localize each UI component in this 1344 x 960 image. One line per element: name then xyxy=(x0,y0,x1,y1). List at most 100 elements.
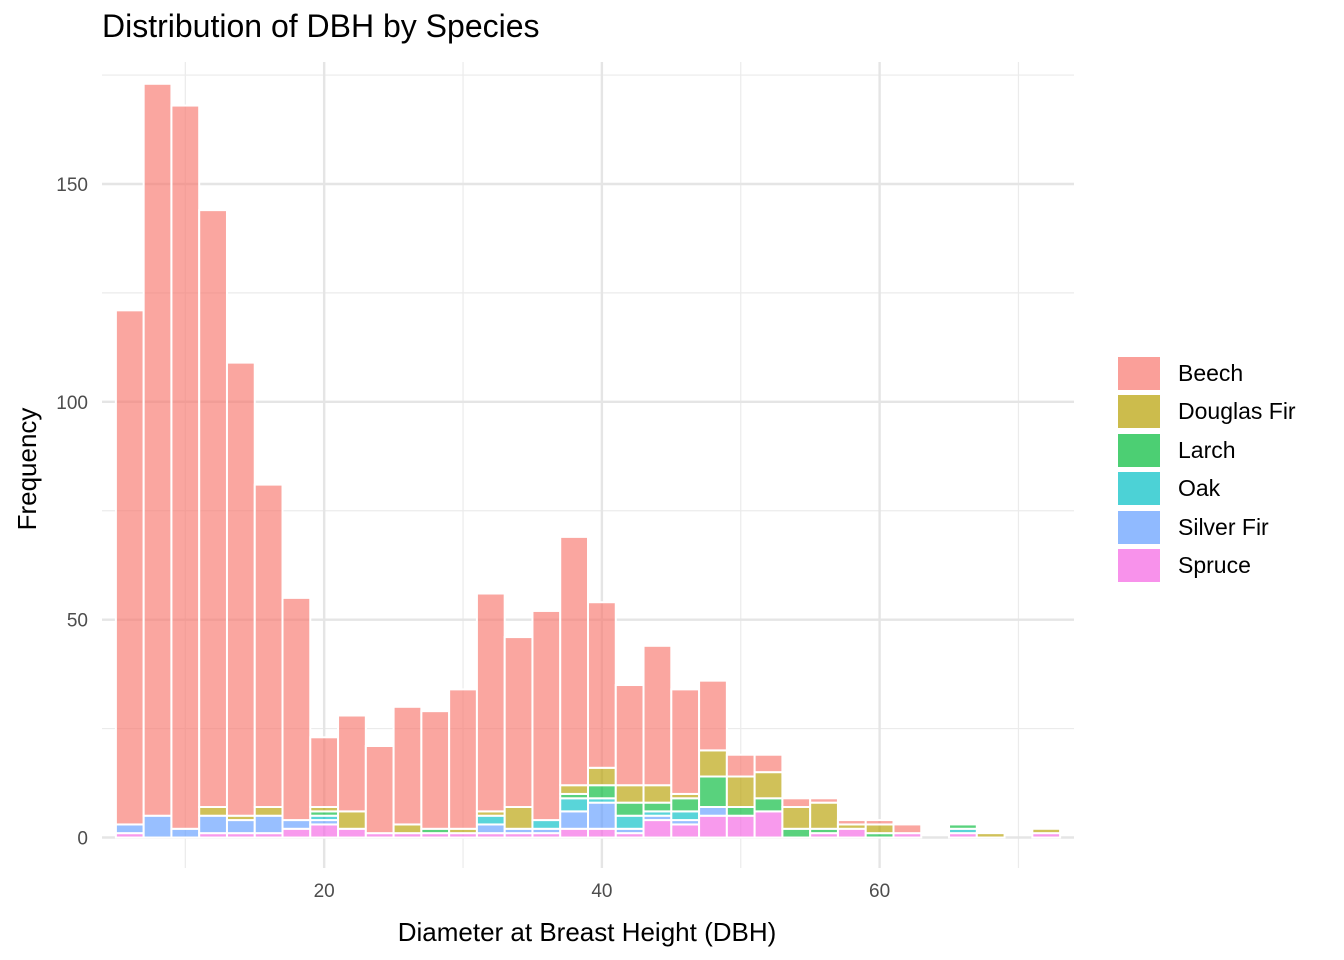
bar-silver-fir xyxy=(198,814,228,835)
y-tick-label: 0 xyxy=(77,829,88,850)
chart-title: Distribution of DBH by Species xyxy=(102,8,540,44)
bar-beech xyxy=(392,705,423,826)
bar-larch xyxy=(725,806,756,817)
bar-beech xyxy=(781,797,812,809)
bar-spruce xyxy=(753,810,784,839)
bar-larch xyxy=(614,801,645,817)
bar-silver-fir xyxy=(281,819,312,830)
bar-douglas-fir xyxy=(864,823,895,835)
bar-beech xyxy=(725,753,756,778)
bar-silver-fir xyxy=(587,801,617,830)
bar-beech xyxy=(364,745,395,835)
bar-beech xyxy=(864,819,895,826)
bar-beech xyxy=(531,609,562,822)
legend-label: Douglas Fir xyxy=(1178,398,1296,425)
legend-item: Larch xyxy=(1118,431,1296,470)
bar-douglas-fir xyxy=(337,810,367,830)
bar-beech xyxy=(448,688,478,830)
bar-oak xyxy=(559,797,590,813)
bar-spruce xyxy=(337,827,367,839)
bar-beech xyxy=(614,684,645,787)
bar-douglas-fir xyxy=(975,832,1006,839)
bar-larch xyxy=(948,823,978,830)
legend-item: Beech xyxy=(1118,354,1296,393)
bar-larch xyxy=(753,797,784,813)
legend-label: Larch xyxy=(1178,436,1236,463)
bar-spruce xyxy=(587,827,617,839)
bar-silver-fir xyxy=(475,823,506,835)
legend-item: Douglas Fir xyxy=(1118,393,1296,432)
y-tick-label: 100 xyxy=(56,393,88,414)
legend: Beech Douglas Fir Larch Oak Silver Fir Spruce xyxy=(1118,354,1296,585)
bar-spruce xyxy=(725,814,756,839)
bar-beech xyxy=(503,636,534,809)
x-tick-label: 60 xyxy=(869,881,890,902)
bar-douglas-fir xyxy=(725,775,756,809)
y-tick-label: 50 xyxy=(67,611,88,632)
bar-oak xyxy=(614,814,645,830)
bar-beech xyxy=(475,592,506,813)
bar-beech xyxy=(559,535,590,787)
legend-key xyxy=(1118,472,1160,506)
bar-douglas-fir xyxy=(503,806,534,830)
bar-douglas-fir xyxy=(614,784,645,804)
x-tick-label: 20 xyxy=(314,881,335,902)
bar-oak xyxy=(531,819,562,830)
bar-beech xyxy=(142,82,173,817)
bar-beech xyxy=(836,819,867,826)
bar-larch xyxy=(642,801,673,813)
bar-douglas-fir xyxy=(1031,827,1062,835)
bar-beech xyxy=(420,710,451,830)
bar-douglas-fir xyxy=(809,801,839,830)
bar-douglas-fir xyxy=(642,784,673,804)
bar-beech xyxy=(698,679,728,752)
bar-beech xyxy=(253,483,284,809)
bars xyxy=(114,82,1062,839)
bar-beech xyxy=(892,823,923,835)
bar-silver-fir xyxy=(142,814,173,839)
bar-spruce xyxy=(698,814,728,839)
bar-douglas-fir xyxy=(198,806,228,817)
bar-beech xyxy=(753,753,784,774)
legend-label: Oak xyxy=(1178,475,1221,502)
legend-key xyxy=(1118,510,1160,544)
bar-oak xyxy=(475,814,506,826)
legend-key xyxy=(1118,549,1160,583)
bar-larch xyxy=(781,827,812,839)
legend-item: Spruce xyxy=(1118,547,1296,586)
bar-silver-fir xyxy=(225,819,256,835)
bar-beech xyxy=(309,736,340,809)
bar-oak xyxy=(670,810,701,822)
legend-label: Silver Fir xyxy=(1178,513,1269,540)
bar-beech xyxy=(198,209,228,809)
x-axis-title: Diameter at Breast Height (DBH) xyxy=(398,917,777,947)
bar-douglas-fir xyxy=(253,806,284,817)
bar-silver-fir xyxy=(253,814,284,835)
tick-labels: 20 40 60 0 50 100 150 xyxy=(56,175,890,902)
bar-beech xyxy=(642,644,673,787)
bar-silver-fir xyxy=(170,827,201,839)
bar-douglas-fir xyxy=(753,771,784,800)
bar-beech xyxy=(809,797,839,804)
bar-beech xyxy=(281,596,312,822)
bar-silver-fir xyxy=(559,810,590,830)
bar-beech xyxy=(225,361,256,817)
y-tick-label: 150 xyxy=(56,175,88,196)
legend-label: Beech xyxy=(1178,359,1244,386)
legend-item: Oak xyxy=(1118,470,1296,509)
bar-silver-fir xyxy=(114,823,145,835)
legend-key xyxy=(1118,433,1160,467)
bar-spruce xyxy=(281,827,312,839)
bar-beech xyxy=(670,688,701,795)
bar-silver-fir xyxy=(698,806,728,817)
x-tick-label: 40 xyxy=(591,881,612,902)
legend-label: Spruce xyxy=(1178,552,1251,579)
bar-douglas-fir xyxy=(559,784,590,795)
bar-larch xyxy=(698,775,728,809)
bar-spruce xyxy=(559,827,590,839)
bar-larch xyxy=(587,784,617,800)
bar-spruce xyxy=(670,823,701,839)
legend-key xyxy=(1118,395,1160,429)
bar-douglas-fir xyxy=(698,749,728,778)
legend-key xyxy=(1118,356,1160,390)
